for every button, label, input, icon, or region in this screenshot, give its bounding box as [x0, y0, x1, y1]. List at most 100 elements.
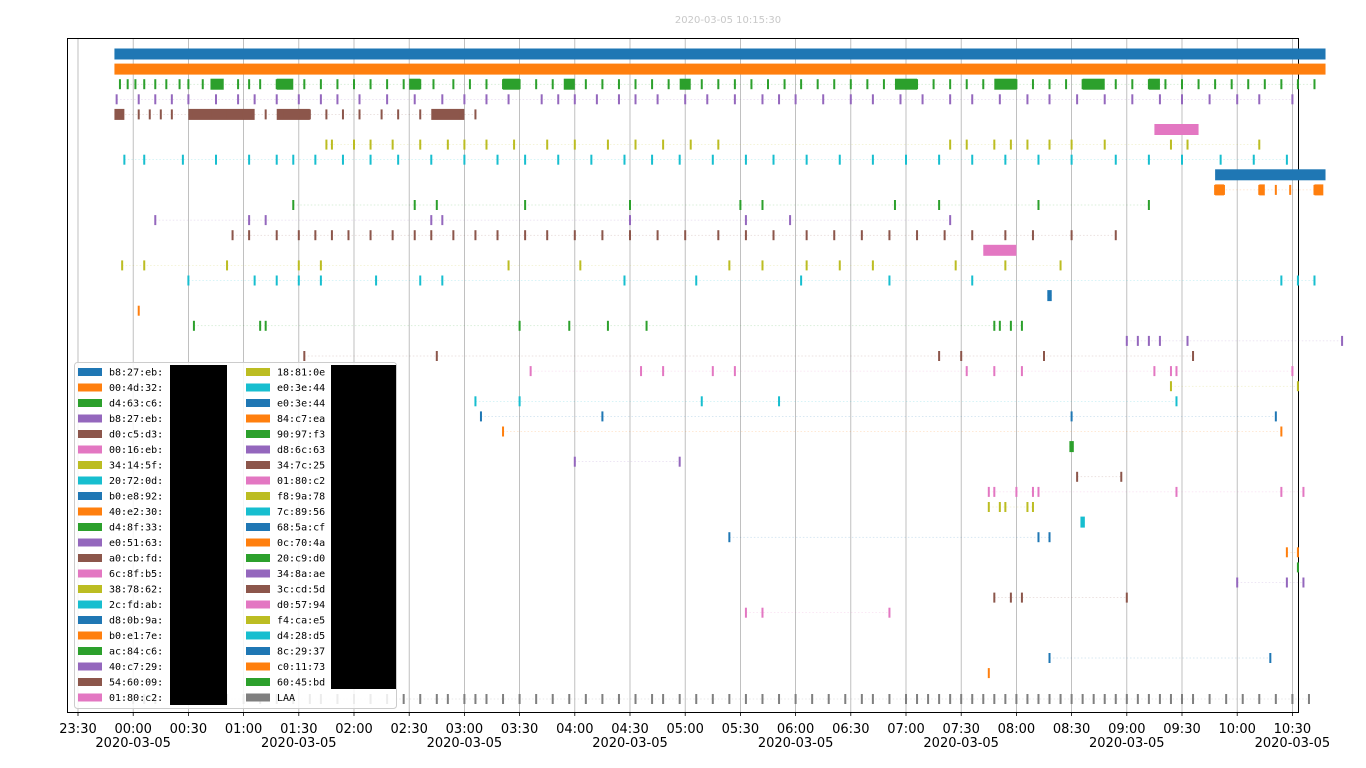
series-row: [1169, 381, 1299, 392]
legend-swatch: [78, 399, 102, 407]
series-spike: [1181, 94, 1183, 105]
legend-label: 00:4d:32:: [109, 383, 163, 394]
series-spike: [1147, 200, 1150, 210]
series-spike: [248, 215, 251, 226]
series-row: [479, 411, 1277, 422]
series-spike: [794, 94, 797, 105]
series-spike: [744, 230, 747, 241]
series-spike: [700, 396, 703, 407]
x-tick-date: 2020-03-05: [1089, 736, 1165, 751]
series-spike: [794, 694, 797, 704]
series-row: [1214, 184, 1324, 196]
series-spike: [1186, 335, 1189, 346]
series-spike: [1065, 79, 1068, 90]
series-spike: [1059, 694, 1062, 704]
series-spike: [441, 94, 444, 105]
series-spike: [1037, 532, 1040, 543]
series-spike: [507, 94, 510, 105]
series-spike: [1026, 502, 1029, 512]
series-spike: [1208, 94, 1211, 105]
series-spike: [1208, 694, 1211, 704]
series-spike: [629, 215, 631, 226]
series-spike: [419, 79, 422, 90]
series-row: [137, 305, 140, 316]
series-spike: [993, 139, 996, 150]
series-spike: [916, 230, 919, 241]
legend-swatch: [78, 554, 102, 562]
series-spike: [949, 94, 952, 105]
series-spike: [601, 411, 604, 422]
series-spike: [192, 320, 195, 331]
series-spike: [1031, 79, 1034, 90]
series-spike: [1070, 230, 1073, 241]
series-spike: [1081, 79, 1084, 90]
series-spike: [827, 694, 830, 704]
series-row: [1285, 547, 1299, 558]
series-spike: [1258, 139, 1261, 150]
series-spike: [905, 694, 907, 704]
series-spike: [805, 260, 808, 271]
series-spike: [1236, 577, 1239, 588]
series-spike: [192, 109, 195, 120]
series-spike: [485, 79, 488, 90]
series-spike: [187, 94, 190, 105]
series-spike: [546, 230, 549, 241]
series-spike: [1175, 366, 1178, 377]
x-tick-label: 00:30: [170, 722, 207, 737]
series-spike: [579, 260, 582, 271]
series-row: [118, 78, 1316, 90]
series-row: [474, 396, 1178, 407]
series-spike: [358, 94, 361, 105]
series-spike: [1274, 411, 1277, 422]
series-spike: [1043, 351, 1045, 361]
series-spike: [518, 694, 521, 704]
series-spike: [805, 230, 808, 241]
series-spike: [1136, 335, 1139, 346]
series-spike: [1269, 653, 1272, 663]
series-spike: [949, 79, 952, 90]
series-spike: [1114, 230, 1117, 241]
series-spike: [1098, 79, 1101, 90]
legend-swatch: [78, 693, 102, 702]
series-spike: [187, 79, 190, 90]
series-spike: [1125, 335, 1128, 346]
series-row: [1154, 124, 1199, 135]
series-spike: [954, 260, 957, 271]
series-spike: [882, 79, 885, 90]
series-spike: [1114, 694, 1117, 704]
series-spike: [297, 94, 300, 105]
series-spike: [502, 426, 505, 437]
series-spike: [154, 79, 157, 90]
series-spike: [728, 260, 731, 271]
series-spike: [982, 79, 985, 90]
series-spike: [938, 200, 941, 210]
series-spike: [248, 230, 251, 241]
series-spike: [178, 79, 181, 90]
series-spike: [634, 139, 637, 150]
legend-label: 34:14:5f:: [109, 461, 163, 472]
series-spike: [971, 230, 974, 241]
series-spike: [584, 694, 587, 704]
legend-swatch: [78, 569, 102, 578]
series-row: [529, 366, 1294, 377]
series-row: [987, 486, 1305, 497]
series-spike: [1136, 694, 1139, 704]
series-spike: [297, 109, 300, 120]
x-tick-date: 2020-03-05: [1255, 736, 1331, 751]
series-spike: [811, 694, 814, 704]
series-spike: [226, 260, 229, 271]
series-spike: [1181, 154, 1183, 165]
series-spike: [1009, 320, 1012, 331]
legend-swatch: [78, 368, 102, 376]
series-spike: [341, 109, 344, 120]
series-spike: [457, 109, 460, 120]
x-tick-label: 04:00: [556, 722, 593, 737]
legend-label: 8c:29:37: [277, 647, 325, 658]
series-spike: [502, 694, 505, 704]
series-spike: [1291, 694, 1294, 704]
series-spike: [888, 694, 891, 704]
redaction-block: [331, 365, 396, 689]
series-spike: [463, 154, 466, 165]
series-spike: [551, 79, 554, 90]
